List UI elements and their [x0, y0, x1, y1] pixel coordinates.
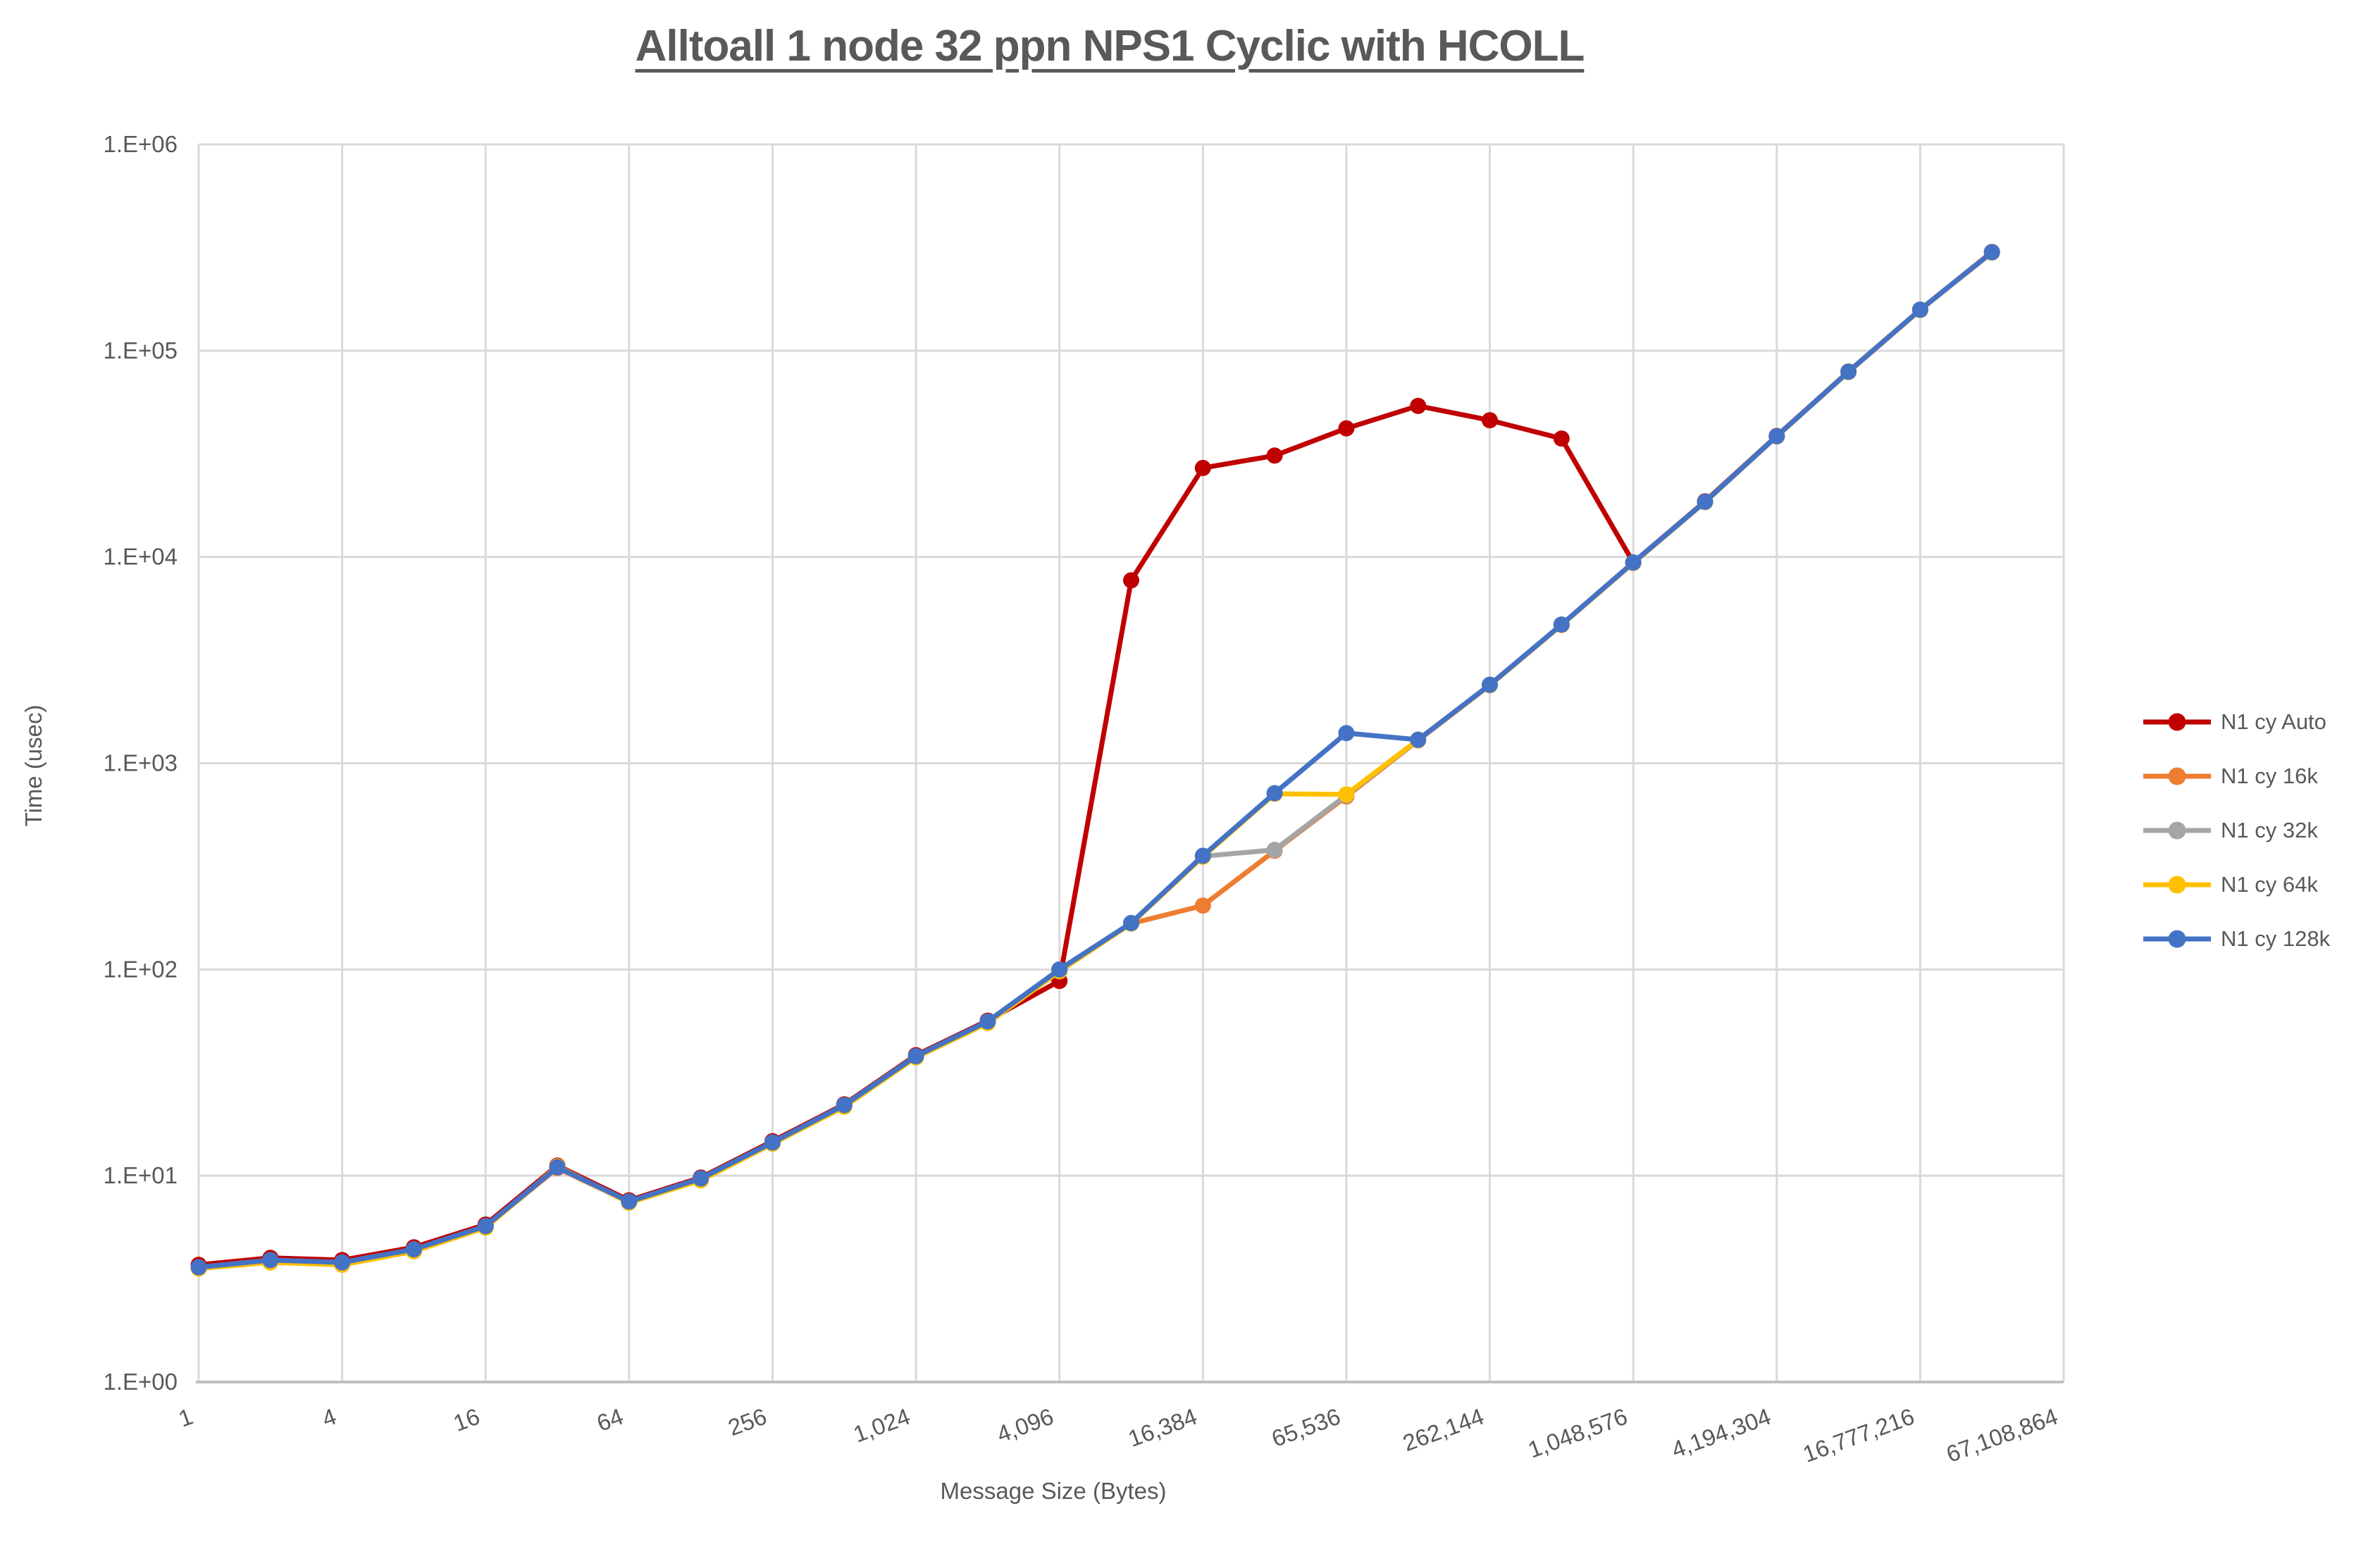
y-tick-label: 1.E+03 [103, 750, 178, 776]
legend-label: N1 cy 128k [2221, 926, 2331, 951]
y-tick-label: 1.E+05 [103, 337, 178, 363]
legend-label: N1 cy 16k [2221, 763, 2318, 788]
series-line-n1-cy-32k [198, 250, 1994, 1270]
data-point-n1-cy-128k [1553, 616, 1570, 633]
x-tick-label: 67,108,864 [1943, 1403, 2062, 1467]
y-tick-label: 1.E+02 [103, 956, 178, 982]
data-point-n1-cy-auto [1266, 447, 1283, 464]
x-tick-label: 1,048,576 [1525, 1403, 1631, 1463]
legend-swatch-n1-cy-64k [2143, 876, 2211, 893]
legend-swatch-n1-cy-32k [2143, 821, 2211, 839]
x-tick-label: 262,144 [1399, 1403, 1487, 1457]
data-point-n1-cy-128k [334, 1254, 351, 1271]
data-point-n1-cy-128k [1410, 731, 1427, 748]
data-point-n1-cy-128k [190, 1259, 207, 1276]
x-axis-title: Message Size (Bytes) [940, 1478, 1167, 1504]
y-tick-label: 1.E+00 [103, 1369, 178, 1395]
y-tick-label: 1.E+01 [103, 1162, 178, 1188]
x-tick-label: 65,536 [1268, 1403, 1344, 1452]
chart-title: Alltoall 1 node 32 ppn NPS1 Cyclic with … [635, 22, 1585, 70]
data-point-n1-cy-64k [1338, 786, 1355, 803]
data-point-n1-cy-128k [836, 1097, 853, 1114]
data-point-n1-cy-128k [1768, 428, 1785, 444]
x-tick-label: 1 [175, 1403, 196, 1432]
data-point-n1-cy-128k [621, 1193, 638, 1210]
x-tick-label: 1,024 [850, 1403, 913, 1448]
legend-label: N1 cy 64k [2221, 871, 2318, 897]
data-point-n1-cy-128k [1625, 554, 1642, 571]
legend-marker-icon [2168, 876, 2186, 893]
data-point-n1-cy-128k [979, 1013, 996, 1030]
y-tick-label: 1.E+04 [103, 544, 178, 570]
legend-swatch-n1-cy-128k [2143, 930, 2211, 947]
data-point-n1-cy-128k [1911, 301, 1928, 318]
data-point-n1-cy-128k [549, 1159, 566, 1176]
data-point-n1-cy-128k [693, 1170, 709, 1187]
legend-label: N1 cy Auto [2221, 709, 2326, 734]
series-line-n1-cy-16k [198, 250, 1994, 1270]
data-point-n1-cy-128k [764, 1134, 781, 1151]
y-axis-title: Time (usec) [20, 704, 47, 827]
x-tick-label: 16,384 [1124, 1403, 1201, 1452]
legend-item-n1-cy-16k: N1 cy 16k [2143, 749, 2330, 803]
series-line-n1-cy-auto [198, 249, 1994, 1268]
data-point-n1-cy-128k [907, 1047, 924, 1064]
legend-marker-icon [2168, 930, 2186, 947]
data-point-n1-cy-128k [1266, 785, 1283, 802]
x-tick-label: 16,777,216 [1799, 1403, 1918, 1467]
legend-item-n1-cy-auto: N1 cy Auto [2143, 695, 2330, 749]
data-point-n1-cy-128k [1482, 676, 1499, 693]
x-tick-label: 64 [593, 1403, 626, 1436]
series-line-n1-cy-64k [198, 250, 1994, 1271]
data-point-n1-cy-128k [405, 1241, 422, 1258]
legend-swatch-n1-cy-16k [2143, 767, 2211, 785]
data-point-n1-cy-128k [1697, 493, 1713, 510]
data-point-n1-cy-128k [477, 1218, 494, 1235]
x-tick-label: 16 [450, 1403, 483, 1436]
data-point-n1-cy-auto [1338, 420, 1355, 437]
data-point-n1-cy-128k [1194, 847, 1211, 864]
legend-label: N1 cy 32k [2221, 817, 2318, 842]
data-point-n1-cy-32k [1266, 842, 1283, 859]
data-point-n1-cy-auto [1123, 572, 1139, 589]
legend-item-n1-cy-128k: N1 cy 128k [2143, 911, 2330, 966]
legend: N1 cy Auto N1 cy 16k N1 cy 32k N1 cy 64k N1 … [2143, 695, 2330, 966]
y-tick-label: 1.E+06 [103, 131, 178, 157]
x-tick-label: 4 [318, 1403, 340, 1432]
legend-swatch-n1-cy-auto [2143, 713, 2211, 730]
x-tick-label: 256 [724, 1403, 769, 1441]
data-point-n1-cy-128k [1983, 244, 2000, 261]
legend-item-n1-cy-64k: N1 cy 64k [2143, 857, 2330, 911]
data-point-n1-cy-auto [1194, 459, 1211, 476]
legend-marker-icon [2168, 821, 2186, 839]
data-point-n1-cy-auto [1482, 412, 1499, 429]
data-point-n1-cy-128k [1840, 363, 1857, 380]
x-tick-label: 4,096 [993, 1403, 1057, 1448]
legend-marker-icon [2168, 767, 2186, 785]
data-point-n1-cy-128k [262, 1252, 279, 1269]
data-point-n1-cy-128k [1051, 961, 1068, 978]
x-tick-label: 4,194,304 [1668, 1403, 1775, 1463]
data-point-n1-cy-auto [1553, 430, 1570, 447]
data-point-n1-cy-128k [1123, 914, 1139, 931]
series-line-n1-cy-128k [198, 250, 1994, 1270]
data-point-n1-cy-128k [1338, 725, 1355, 742]
data-point-n1-cy-auto [1410, 397, 1427, 414]
data-point-n1-cy-16k [1194, 897, 1211, 914]
legend-item-n1-cy-32k: N1 cy 32k [2143, 803, 2330, 857]
legend-marker-icon [2168, 713, 2186, 730]
